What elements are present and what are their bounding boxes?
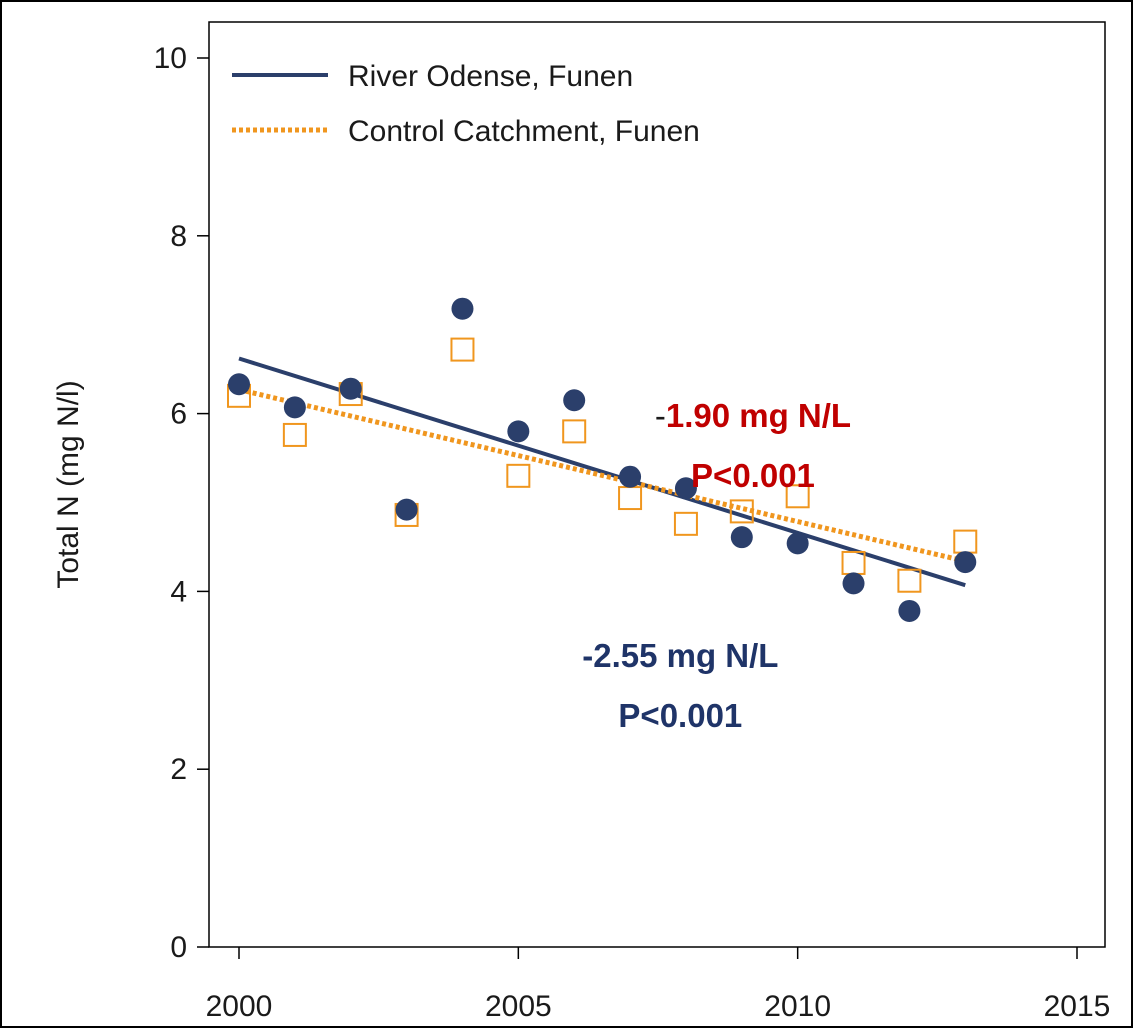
x-tick-label: 2005 xyxy=(485,990,552,1023)
legend: River Odense, Funen Control Catchment, Fu… xyxy=(232,60,700,148)
y-tick-label: 10 xyxy=(154,42,187,75)
point-river-odense xyxy=(730,526,753,549)
annotation-change-2: -2.55 mg N/L xyxy=(582,637,778,674)
x-tick-label: 2000 xyxy=(206,990,273,1023)
point-river-odense xyxy=(842,572,865,595)
point-river-odense xyxy=(563,389,586,412)
data-points xyxy=(227,297,978,622)
legend-label-series-2: Control Catchment, Funen xyxy=(348,115,700,148)
point-control-catchment xyxy=(785,484,810,509)
point-river-odense xyxy=(451,297,474,320)
x-tick-label: 2010 xyxy=(764,990,831,1023)
y-tick-label: 2 xyxy=(170,753,187,786)
annotation-value: -2.55 mg N/L xyxy=(582,637,778,674)
point-control-catchment xyxy=(673,511,698,536)
annotation-dash: - xyxy=(655,397,666,434)
annotation-pvalue-1: P<0.001 xyxy=(691,457,815,494)
annotation-value: 1.90 mg N/L xyxy=(666,397,851,434)
trend-line-series-2 xyxy=(238,387,966,564)
point-river-odense xyxy=(395,498,418,521)
annotation-pvalue-2: P<0.001 xyxy=(618,697,742,734)
point-river-odense xyxy=(898,599,921,622)
point-control-catchment xyxy=(506,463,531,488)
point-river-odense xyxy=(954,551,977,574)
legend-label-series-1: River Odense, Funen xyxy=(348,60,633,93)
point-river-odense xyxy=(674,477,697,500)
axes: 0 2 4 6 8 10 2000 2005 2010 2015 Total N (mg N/l) xyxy=(52,21,1111,1023)
point-river-odense xyxy=(283,396,306,419)
y-axis-label: Total N (mg N/l) xyxy=(52,380,85,588)
y-tick-label: 6 xyxy=(170,398,187,431)
point-control-catchment xyxy=(450,337,475,362)
point-control-catchment xyxy=(562,419,587,444)
plot-frame xyxy=(208,21,1106,948)
y-tick-label: 4 xyxy=(170,575,187,608)
point-river-odense xyxy=(507,420,530,443)
annotations: -1.90 mg N/L P<0.001 -2.55 mg N/L P<0.001 xyxy=(582,397,851,734)
point-control-catchment xyxy=(897,568,922,593)
x-tick-label: 2015 xyxy=(1044,990,1111,1023)
point-river-odense xyxy=(619,465,642,488)
point-river-odense xyxy=(228,373,250,396)
point-control-catchment xyxy=(729,499,754,524)
y-tick-label: 8 xyxy=(170,220,187,253)
point-river-odense xyxy=(339,377,362,400)
y-tick-label: 0 xyxy=(170,931,187,964)
point-control-catchment xyxy=(282,422,307,447)
annotation-change-1: -1.90 mg N/L xyxy=(655,397,851,434)
point-river-odense xyxy=(786,532,809,555)
trend-line-series-1 xyxy=(238,356,966,588)
trend-lines xyxy=(238,356,966,588)
